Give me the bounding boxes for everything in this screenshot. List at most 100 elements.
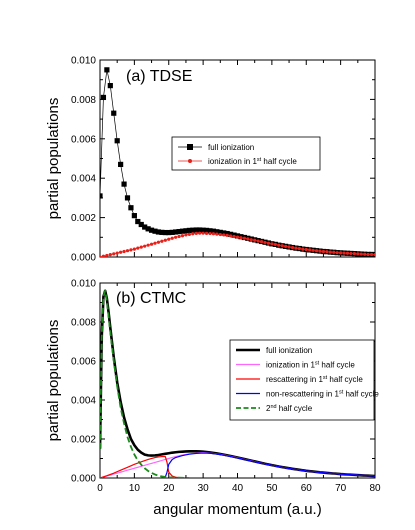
x-tick-label: 30	[198, 483, 210, 494]
data-point	[203, 227, 210, 234]
plot-area	[100, 67, 375, 257]
y-tick-label: 0.010	[71, 56, 96, 67]
y-axis-label: partial populations	[45, 320, 62, 442]
data-point	[153, 241, 157, 245]
panel-title: (b) CTMC	[116, 290, 186, 307]
legend-swatch-marker	[187, 144, 193, 150]
data-point	[270, 242, 274, 246]
data-point	[105, 253, 109, 257]
data-point	[366, 252, 370, 257]
data-point	[342, 251, 346, 255]
y-tick-label: 0.000	[71, 474, 96, 485]
y-tick-label: 0.008	[71, 95, 96, 106]
legend-label-sup: nd	[270, 404, 276, 410]
data-point	[143, 244, 147, 248]
x-tick-label: 20	[163, 483, 175, 494]
data-point	[174, 235, 178, 239]
data-point	[118, 161, 124, 168]
x-tick-label: 80	[369, 483, 381, 494]
y-axis-label: partial populations	[45, 98, 62, 220]
data-point	[256, 239, 260, 243]
data-point	[119, 250, 123, 254]
data-point	[111, 110, 117, 116]
data-point	[335, 251, 339, 255]
legend-label: 2nd half cycle	[266, 404, 313, 413]
data-point	[249, 238, 253, 242]
data-point	[235, 235, 240, 239]
legend-label-sup: st	[315, 361, 320, 367]
data-point	[308, 248, 312, 252]
data-point	[124, 195, 131, 201]
data-point	[232, 234, 236, 239]
data-point	[132, 247, 136, 251]
data-point	[225, 233, 229, 237]
data-point	[277, 243, 281, 247]
x-tick-label: 40	[232, 483, 244, 494]
data-point	[104, 67, 110, 73]
data-point	[112, 252, 116, 256]
data-point	[229, 234, 233, 238]
data-point	[190, 227, 196, 233]
plot-area	[100, 289, 375, 478]
data-point	[239, 236, 243, 240]
data-point	[100, 94, 107, 101]
panel-tdse: 0.000 0.002 0.004 0.006 0.008 0.010 partial po…	[45, 56, 376, 264]
data-point	[166, 229, 172, 236]
y-tick-label: 0.002	[71, 213, 96, 224]
data-point	[214, 229, 220, 235]
y-tick-label: 0.008	[71, 318, 96, 329]
data-point	[200, 227, 206, 233]
data-point	[349, 251, 353, 256]
data-point	[148, 227, 155, 233]
data-point	[146, 243, 150, 247]
data-point	[194, 231, 198, 235]
data-point	[135, 218, 141, 225]
legend-label: full ionization	[208, 143, 254, 152]
data-point	[184, 233, 188, 237]
data-point	[160, 239, 164, 243]
legend-label-part: 2	[266, 404, 271, 413]
legend-label-part: half cycle	[319, 361, 355, 370]
legend-box	[229, 339, 375, 421]
data-point	[356, 252, 360, 256]
data-point	[149, 242, 154, 246]
data-point	[363, 252, 367, 256]
legend-label-part: non-rescattering in 1	[266, 390, 339, 399]
data-point	[204, 231, 209, 235]
panel-ctmc: 0.000 0.002 0.004 0.006 0.008 0.010 0 10 20 30 40 5…	[45, 279, 381, 519]
data-point	[183, 228, 189, 234]
data-point	[352, 252, 356, 256]
y-tick-label: 0.002	[71, 435, 96, 446]
legend-label: rescattering in 1st half cycle	[266, 375, 363, 384]
x-tick-label: 70	[335, 483, 347, 494]
legend-box	[171, 136, 321, 171]
y-tick-label: 0.006	[71, 357, 96, 368]
data-point	[198, 231, 202, 235]
data-point	[145, 226, 151, 232]
data-point	[246, 237, 250, 241]
data-point	[280, 244, 284, 248]
data-point	[266, 241, 271, 245]
data-point	[167, 237, 171, 241]
legend-swatch-marker	[188, 159, 192, 163]
data-point	[259, 240, 264, 244]
data-point	[131, 213, 137, 219]
data-point	[318, 249, 322, 253]
data-point	[138, 221, 144, 228]
data-point	[107, 83, 113, 89]
data-point	[207, 228, 213, 234]
legend-label-part: half cycle	[261, 157, 297, 166]
data-point	[114, 138, 120, 144]
data-point	[328, 250, 332, 254]
data-point	[294, 246, 298, 250]
data-point	[373, 253, 375, 257]
legend-label-part: rescattering in 1	[266, 375, 323, 384]
data-point	[197, 227, 203, 233]
data-point	[263, 240, 267, 245]
legend-label: full ionization	[266, 346, 312, 355]
data-point	[169, 229, 175, 235]
data-point	[100, 255, 102, 257]
data-point	[115, 251, 119, 255]
data-point	[314, 249, 319, 253]
data-point	[297, 246, 301, 251]
